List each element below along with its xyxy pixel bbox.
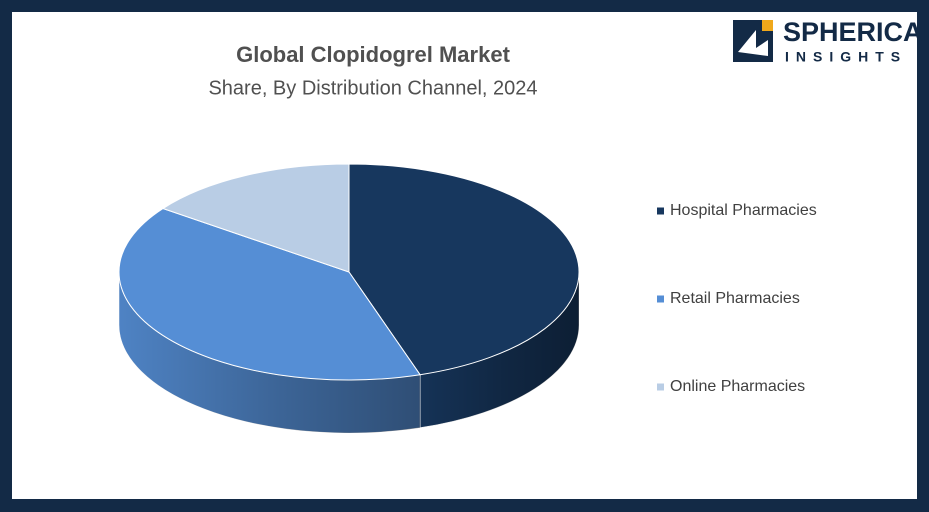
slice bbox=[161, 163, 350, 273]
legend-marker bbox=[657, 207, 664, 215]
logo-text: SPHERICAL bbox=[783, 17, 929, 47]
legend-label: Retail Pharmacies bbox=[670, 290, 800, 307]
chart-title: Global Clopidogrel Market bbox=[236, 42, 510, 67]
logo-icon-accent bbox=[762, 20, 773, 31]
slice-side-shade bbox=[420, 272, 579, 428]
logo-subtext: INSIGHTS bbox=[785, 49, 907, 65]
chart-subtitle: Share, By Distribution Channel, 2024 bbox=[208, 77, 537, 99]
logo-icon-shape bbox=[738, 30, 768, 56]
slice bbox=[118, 207, 421, 381]
logo: SPHERICAL INSIGHTS bbox=[733, 17, 929, 65]
slice bbox=[348, 163, 580, 376]
legend-label: Online Pharmacies bbox=[670, 378, 805, 395]
pie bbox=[118, 163, 580, 434]
legend-marker bbox=[657, 295, 664, 303]
legend-marker bbox=[657, 383, 664, 391]
legend: Hospital Pharmacies Retail Pharmacies Onli… bbox=[657, 202, 817, 395]
slice-side-shade bbox=[119, 272, 421, 433]
legend-label: Hospital Pharmacies bbox=[670, 202, 817, 219]
